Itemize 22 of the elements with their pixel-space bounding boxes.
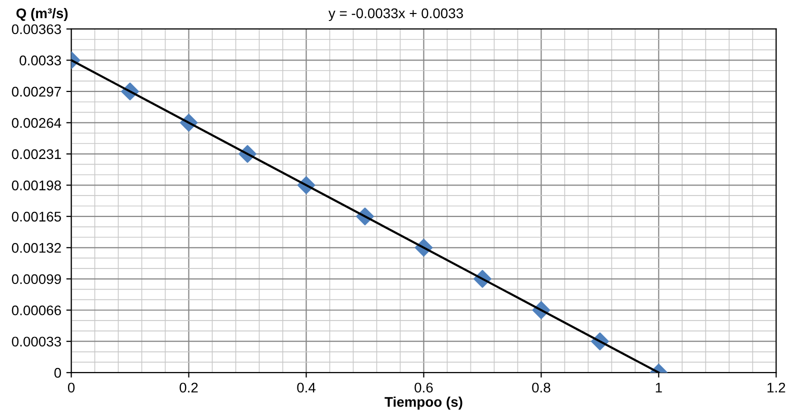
x-axis-title: Tiempoo (s) (384, 396, 462, 410)
y-tick-label: 0.00297 (12, 86, 61, 97)
y-tick-label: 0.00363 (12, 24, 61, 34)
y-tick-label: 0.00231 (12, 149, 61, 160)
x-tick-label: 1.2 (768, 382, 786, 392)
y-tick-label: 0.00066 (12, 305, 61, 316)
y-tick-label: 0.00264 (12, 118, 62, 128)
y-axis-title: Q (m³/s) (16, 8, 68, 21)
x-tick-label: 0.8 (532, 382, 550, 393)
x-tick-label: 0.2 (180, 382, 198, 393)
y-tick-label: 0.00099 (12, 274, 61, 284)
y-tick-label: 0.00198 (12, 180, 61, 190)
y-tick-label: 0.00132 (12, 242, 61, 253)
text: y = -0.0033x + 0.0033 (328, 8, 463, 21)
y-tick-label: 0.0033 (20, 56, 61, 66)
x-tick-label: 1 (656, 382, 662, 392)
x-tick-label: 0 (68, 382, 75, 393)
y-tick-label: 0 (54, 368, 62, 378)
x-tick-label: 0.4 (297, 382, 316, 393)
x-tick-label: 0.6 (414, 382, 433, 393)
y-tick-label: 0.00165 (12, 212, 61, 222)
y-tick-label: 0.00033 (12, 336, 61, 347)
